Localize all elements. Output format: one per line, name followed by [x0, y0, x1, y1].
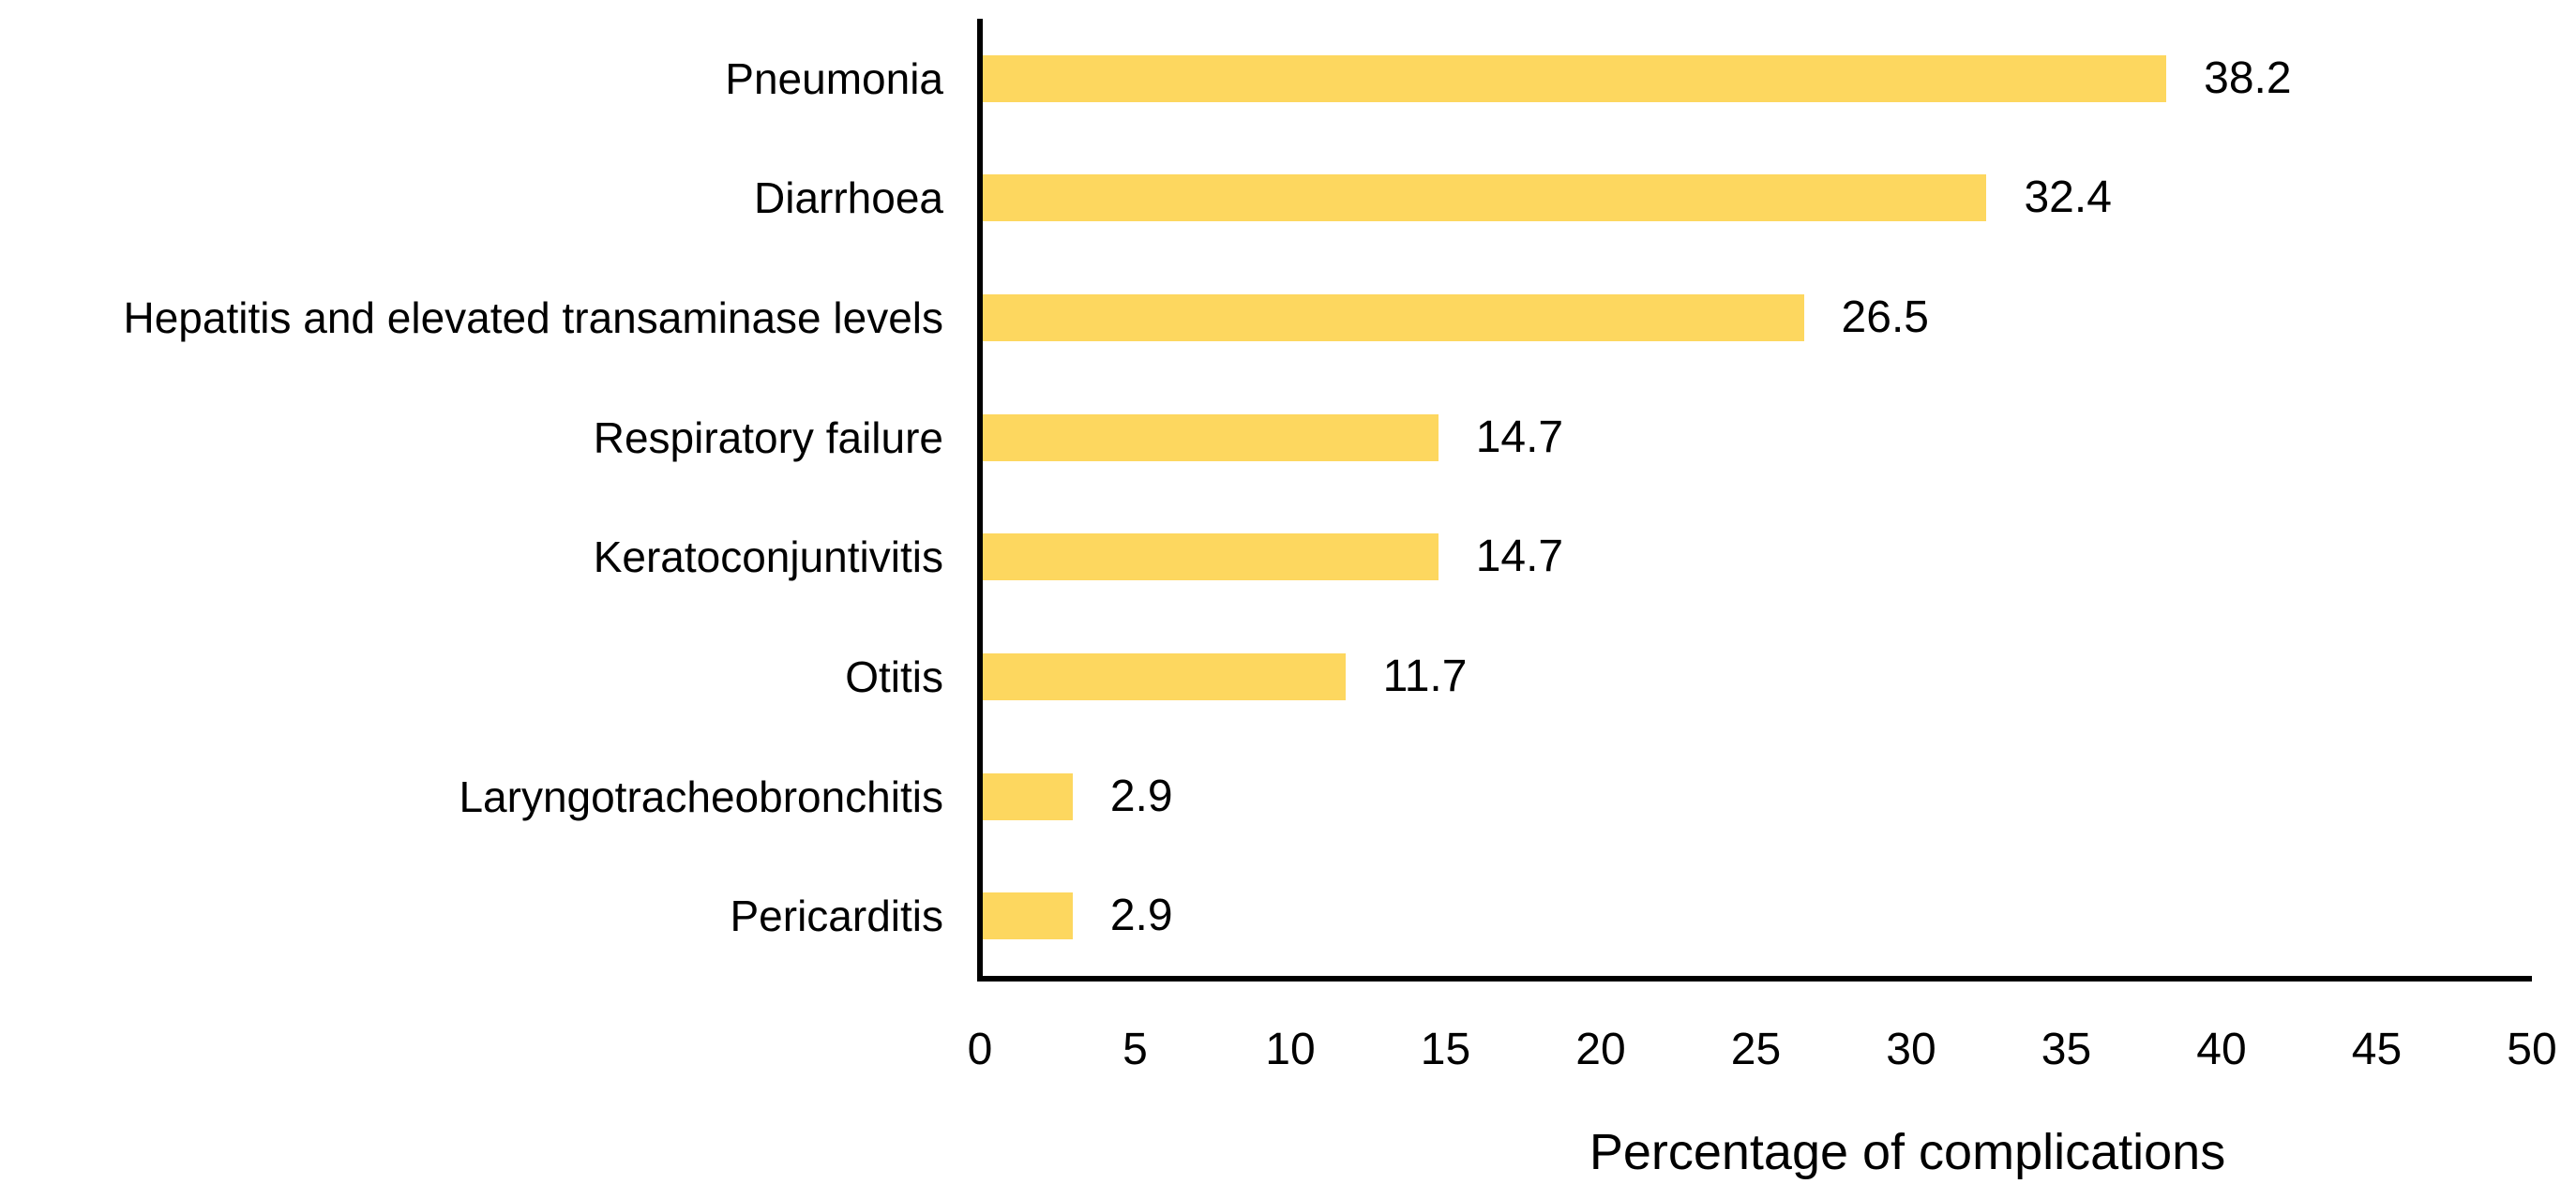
category-label: Laryngotracheobronchitis	[459, 772, 943, 821]
bar	[983, 533, 1439, 581]
bar	[983, 174, 1987, 222]
bar	[983, 294, 1804, 342]
x-tick-label: 15	[1420, 1025, 1471, 1074]
value-label: 2.9	[1109, 771, 1173, 821]
x-tick-label: 35	[2041, 1025, 2092, 1074]
x-tick-label: 25	[1730, 1025, 1782, 1074]
category-label: Otitis	[845, 652, 943, 701]
bar-rows-container: Pneumonia 38.2 Diarrhoea 32.4 Hepatitis and …	[124, 19, 2532, 976]
x-axis-tick-labels: 0 5 10 15 20 25 30 35 40 45 50	[968, 1025, 2557, 1084]
value-label: 14.7	[1475, 412, 1564, 462]
bar-row: Pneumonia 38.2	[725, 19, 2532, 139]
category-label: Pericarditis	[730, 892, 943, 941]
bar-row: Otitis 11.7	[845, 617, 2532, 737]
category-label: Hepatitis and elevated transaminase leve…	[123, 293, 944, 343]
x-tick-label: 10	[1265, 1025, 1316, 1074]
plot-area: Pneumonia 38.2 Diarrhoea 32.4 Hepatitis and …	[124, 19, 2532, 982]
x-tick-label: 5	[1122, 1025, 1148, 1074]
x-axis-title: Percentage of complications	[1589, 1124, 2226, 1180]
value-label: 11.7	[1382, 651, 1468, 701]
value-label: 26.5	[1841, 292, 1929, 343]
x-tick-label: 30	[1886, 1025, 1936, 1074]
bar	[983, 772, 1073, 820]
bar-row: Hepatitis and elevated transaminase leve…	[124, 258, 2532, 378]
bar-row: Keratoconjuntivitis 14.7	[594, 498, 2532, 618]
bar-row: Respiratory failure 14.7	[594, 378, 2532, 498]
category-label: Diarrhoea	[754, 173, 943, 223]
value-label: 32.4	[2024, 172, 2112, 223]
x-tick-label: 0	[967, 1025, 993, 1074]
bar	[983, 892, 1073, 940]
value-label: 14.7	[1475, 532, 1564, 582]
bar	[983, 413, 1439, 461]
bar	[983, 54, 2167, 102]
x-tick-label: 40	[2196, 1025, 2247, 1074]
category-label: Keratoconjuntivitis	[593, 532, 943, 582]
value-label: 2.9	[1109, 891, 1173, 941]
value-label: 38.2	[2204, 52, 2292, 103]
bar-row: Pericarditis 2.9	[730, 856, 2532, 976]
x-tick-label: 45	[2351, 1025, 2403, 1074]
bar-row: Laryngotracheobronchitis 2.9	[459, 737, 2532, 857]
category-label: Respiratory failure	[593, 412, 943, 462]
category-label: Pneumonia	[725, 53, 943, 103]
bar	[983, 652, 1346, 700]
bar-row: Diarrhoea 32.4	[754, 139, 2532, 259]
x-tick-label: 50	[2507, 1025, 2557, 1074]
x-tick-label: 20	[1575, 1025, 1626, 1074]
